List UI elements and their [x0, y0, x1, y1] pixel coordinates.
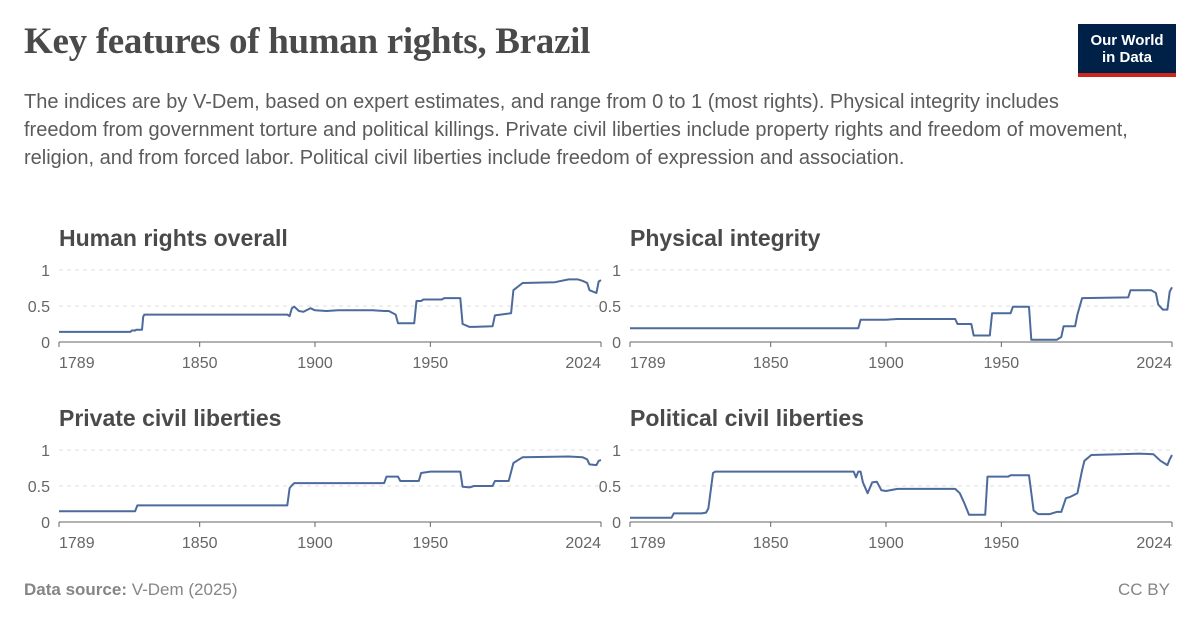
- chart-title: Political civil liberties: [630, 405, 864, 431]
- y-tick-label: 1: [612, 443, 621, 460]
- x-tick-label: 1900: [868, 535, 904, 552]
- x-tick-label: 1900: [297, 535, 333, 552]
- y-tick-label: 0: [612, 515, 621, 532]
- license-link[interactable]: CC BY: [1118, 580, 1170, 599]
- y-tick-label: 0: [41, 335, 50, 352]
- x-tick-label: 2024: [1136, 535, 1172, 552]
- x-tick-label: 2024: [1136, 355, 1172, 372]
- chart-panel-political-civil-liberties: Political civil liberties 0 0.5 1 1789 1850 19…: [599, 405, 1173, 552]
- data-source-link[interactable]: V-Dem (2025): [131, 580, 238, 599]
- x-tick-label: 1900: [297, 355, 333, 372]
- x-tick-label: 2024: [565, 355, 601, 372]
- logo-line-1: Our World: [1090, 32, 1164, 49]
- y-tick-label: 0: [41, 515, 50, 532]
- y-tick-label: 0.5: [599, 299, 621, 316]
- y-tick-label: 0: [612, 335, 621, 352]
- logo-line-2: in Data: [1101, 49, 1152, 66]
- x-tick-label: 1950: [413, 535, 449, 552]
- y-tick-label: 0.5: [28, 479, 50, 496]
- x-tick-label: 1789: [630, 355, 666, 372]
- page-subtitle: The indices are by V-Dem, based on exper…: [24, 91, 1128, 169]
- x-tick-label: 1850: [182, 355, 218, 372]
- x-tick-label: 1789: [59, 535, 95, 552]
- x-tick-label: 1850: [182, 535, 218, 552]
- data-source: Data source: V-Dem (2025): [24, 580, 238, 600]
- x-tick-label: 1789: [630, 535, 666, 552]
- series-line-private-civil-liberties: [59, 455, 602, 513]
- y-tick-label: 1: [41, 443, 50, 460]
- series-line-human-rights-overall: [59, 278, 602, 333]
- x-tick-label: 2024: [565, 535, 601, 552]
- data-source-label: Data source:: [24, 580, 127, 599]
- chart-panel-private-civil-liberties: Private civil liberties 0 0.5 1 1789 1850 1900…: [28, 405, 602, 552]
- series-line-physical-integrity: [630, 286, 1173, 341]
- chart-panel-physical-integrity: Physical integrity 0 0.5 1 1789 1850 1900 1950 2…: [599, 225, 1173, 372]
- page-title: Key features of human rights, Brazil: [24, 21, 591, 62]
- y-tick-label: 1: [41, 263, 50, 280]
- x-tick-label: 1850: [753, 355, 789, 372]
- y-tick-label: 0.5: [28, 299, 50, 316]
- x-tick-label: 1850: [753, 535, 789, 552]
- y-tick-label: 1: [612, 263, 621, 280]
- x-tick-label: 1950: [413, 355, 449, 372]
- x-tick-label: 1950: [984, 535, 1020, 552]
- series-line-political-civil-liberties: [630, 452, 1173, 519]
- owid-logo[interactable]: Our World in Data: [1078, 24, 1176, 77]
- chart-title: Private civil liberties: [59, 405, 281, 431]
- chart-title: Human rights overall: [59, 225, 288, 251]
- y-tick-label: 0.5: [599, 479, 621, 496]
- x-tick-label: 1950: [984, 355, 1020, 372]
- x-tick-label: 1900: [868, 355, 904, 372]
- chart-title: Physical integrity: [630, 225, 821, 251]
- x-tick-label: 1789: [59, 355, 95, 372]
- chart-panel-human-rights-overall: Human rights overall 0 0.5 1 1789 1850 1900 195…: [28, 225, 602, 372]
